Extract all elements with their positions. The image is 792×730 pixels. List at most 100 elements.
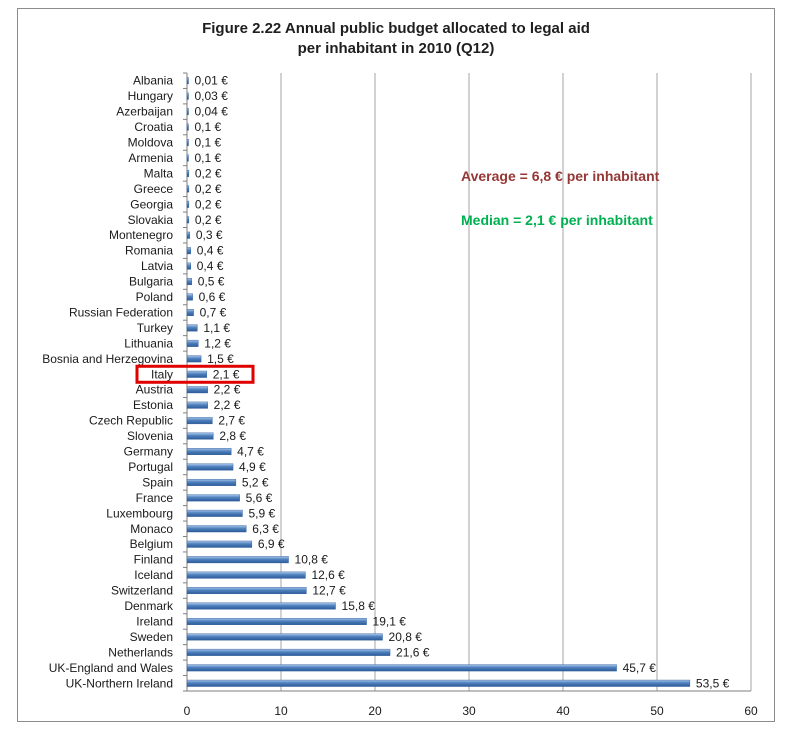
bar xyxy=(186,633,383,641)
category-label: Netherlands xyxy=(108,645,173,659)
category-label: Czech Republic xyxy=(89,414,173,428)
x-tick-label: 50 xyxy=(650,704,664,718)
bar xyxy=(186,262,191,270)
bar xyxy=(186,169,190,177)
category-label: Georgia xyxy=(130,197,173,211)
value-label: 2,1 € xyxy=(213,367,240,381)
bar xyxy=(186,618,367,625)
value-label: 1,5 € xyxy=(207,352,234,366)
category-label: Ireland xyxy=(136,614,173,628)
category-label: Azerbaijan xyxy=(116,105,173,119)
category-label: Slovenia xyxy=(127,429,173,443)
bar xyxy=(186,525,247,533)
bar xyxy=(186,463,234,471)
category-label: Slovakia xyxy=(128,213,174,227)
bar xyxy=(186,278,192,286)
value-label: 0,2 € xyxy=(195,197,222,211)
bars xyxy=(186,77,691,687)
bar xyxy=(186,92,189,100)
gridlines xyxy=(183,72,752,692)
value-label: 6,3 € xyxy=(252,522,279,536)
value-label: 53,5 € xyxy=(696,676,730,690)
bar xyxy=(186,417,213,425)
median-annotation: Median = 2,1 € per inhabitant xyxy=(461,212,653,228)
value-label: 21,6 € xyxy=(396,645,430,659)
category-label: Moldova xyxy=(128,136,174,150)
value-label: 0,2 € xyxy=(195,213,222,227)
value-label: 15,8 € xyxy=(342,599,376,613)
category-label: Spain xyxy=(142,475,173,489)
x-tick-label: 10 xyxy=(274,704,288,718)
value-label: 5,2 € xyxy=(242,475,269,489)
x-tick-label: 0 xyxy=(184,704,191,718)
bar xyxy=(186,540,253,548)
category-label: Portugal xyxy=(128,460,173,474)
x-tick-label: 30 xyxy=(462,704,476,718)
category-label: Estonia xyxy=(133,398,173,412)
value-label: 2,2 € xyxy=(214,383,241,397)
bar xyxy=(186,494,240,502)
labels: 0 10 20 30 40 50 60 Albania 0,01 € Hungary 0,03 € A… xyxy=(42,74,758,718)
category-label: Austria xyxy=(136,383,174,397)
x-tick-label: 40 xyxy=(556,704,570,718)
bar xyxy=(186,355,202,363)
category-label: Iceland xyxy=(134,568,173,582)
bar xyxy=(186,231,191,239)
category-label: Montenegro xyxy=(109,228,173,242)
bar xyxy=(186,478,237,486)
value-label: 2,8 € xyxy=(219,429,246,443)
x-tick-label: 60 xyxy=(744,704,758,718)
category-label: UK-England and Wales xyxy=(49,661,173,675)
value-label: 4,7 € xyxy=(237,445,264,459)
highlight-box xyxy=(135,364,255,384)
category-label: Latvia xyxy=(141,259,173,273)
x-tick-label: 20 xyxy=(368,704,382,718)
bar xyxy=(186,247,191,255)
bar xyxy=(186,448,232,455)
value-label: 6,9 € xyxy=(258,537,285,551)
category-label: Finland xyxy=(134,553,173,567)
value-label: 4,9 € xyxy=(239,460,266,474)
bar xyxy=(186,401,208,409)
bar xyxy=(186,309,194,316)
value-label: 0,01 € xyxy=(195,74,229,88)
category-label: Croatia xyxy=(134,120,173,134)
value-label: 0,3 € xyxy=(196,228,223,242)
bar xyxy=(186,587,307,595)
value-label: 45,7 € xyxy=(623,661,657,675)
value-label: 0,6 € xyxy=(199,290,226,304)
bar xyxy=(186,571,306,579)
bar xyxy=(186,108,189,116)
value-label: 2,7 € xyxy=(218,414,245,428)
value-label: 1,1 € xyxy=(203,321,230,335)
chart-title-line-2: per inhabitant in 2010 (Q12) xyxy=(298,40,495,57)
category-label: UK-Northern Ireland xyxy=(66,676,173,690)
category-label: Greece xyxy=(134,182,174,196)
value-label: 0,2 € xyxy=(195,166,222,180)
value-label: 0,1 € xyxy=(195,136,222,150)
bar xyxy=(186,324,198,332)
bar xyxy=(186,509,243,517)
category-label: Poland xyxy=(136,290,173,304)
bar xyxy=(186,123,189,131)
category-label: Monaco xyxy=(130,522,173,536)
bar xyxy=(186,139,189,146)
category-label: Luxembourg xyxy=(106,506,173,520)
bar xyxy=(186,185,190,193)
bar xyxy=(186,602,336,610)
category-label: Bulgaria xyxy=(129,275,173,289)
category-label: Italy xyxy=(151,367,173,381)
value-label: 1,2 € xyxy=(204,336,231,350)
value-label: 0,1 € xyxy=(195,120,222,134)
value-label: 0,4 € xyxy=(197,244,224,258)
category-label: Hungary xyxy=(128,89,173,103)
value-label: 5,9 € xyxy=(248,506,275,520)
category-label: Switzerland xyxy=(111,584,173,598)
chart-title-line-1: Figure 2.22 Annual public budget allocat… xyxy=(202,20,590,37)
value-label: 20,8 € xyxy=(389,630,423,644)
value-label: 0,5 € xyxy=(198,275,225,289)
bar xyxy=(186,216,190,224)
bar xyxy=(186,77,189,85)
value-label: 10,8 € xyxy=(295,553,329,567)
